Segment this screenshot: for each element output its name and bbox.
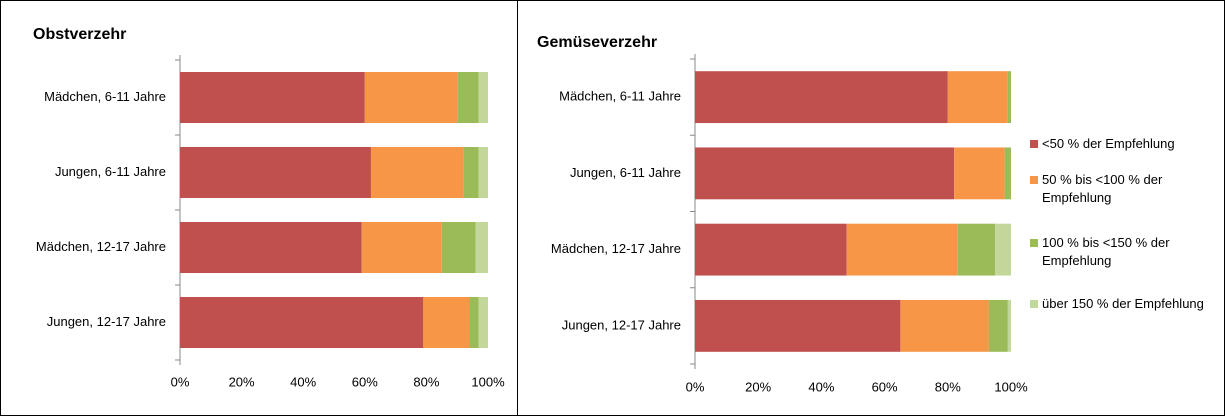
y-tick-label: Mädchen, 12-17 Jahre xyxy=(551,241,681,256)
x-tick-label: 40% xyxy=(290,374,316,389)
y-tick-label: Jungen, 6-11 Jahre xyxy=(570,165,681,180)
bar-segment xyxy=(900,299,989,352)
bar-segment xyxy=(180,72,365,123)
bar-segment xyxy=(695,223,847,276)
bar-segment xyxy=(180,222,362,273)
bar-segment xyxy=(457,72,479,123)
legend-item: 50 % bis <100 % der Empfehlung xyxy=(1028,171,1223,207)
bar-segment xyxy=(957,223,996,276)
bar-segment xyxy=(478,147,488,198)
bar-segment xyxy=(1007,299,1011,352)
bar-segment xyxy=(478,72,488,123)
x-tick-label: 100% xyxy=(994,379,1028,394)
bar-segment xyxy=(463,147,479,198)
legend-label: 50 % bis <100 % der Empfehlung xyxy=(1042,172,1163,205)
legend-swatch xyxy=(1030,239,1038,247)
bar-segment xyxy=(469,297,479,348)
legend-item: <50 % der Empfehlung xyxy=(1028,135,1223,153)
y-tick-label: Jungen, 12-17 Jahre xyxy=(47,314,166,329)
legend-item: über 150 % der Empfehlung xyxy=(1028,295,1223,313)
legend-swatch xyxy=(1030,300,1038,308)
x-tick-label: 20% xyxy=(229,374,255,389)
y-tick-label: Jungen, 12-17 Jahre xyxy=(562,317,681,332)
bar-segment xyxy=(695,147,955,200)
bar-segment xyxy=(370,147,464,198)
bar-segment xyxy=(988,299,1008,352)
bar-segment xyxy=(954,147,1005,200)
y-tick-label: Mädchen, 6-11 Jahre xyxy=(44,89,166,104)
bar-segment xyxy=(441,222,476,273)
bar-segment xyxy=(364,72,458,123)
x-tick-label: 80% xyxy=(935,379,961,394)
bar-segment xyxy=(180,147,371,198)
x-tick-label: 60% xyxy=(352,374,378,389)
legend-label: über 150 % der Empfehlung xyxy=(1042,296,1204,311)
legend: <50 % der Empfehlung 50 % bis <100 % der … xyxy=(1028,135,1223,313)
panel-border xyxy=(0,0,518,416)
x-tick-label: 100% xyxy=(471,374,505,389)
legend-swatch xyxy=(1030,176,1038,184)
bar-segment xyxy=(846,223,958,276)
chart-title: Gemüseverzehr xyxy=(537,34,657,51)
bar-segment xyxy=(695,299,901,352)
y-tick-label: Mädchen, 12-17 Jahre xyxy=(36,239,166,254)
x-tick-label: 60% xyxy=(872,379,898,394)
bar-segment xyxy=(695,71,948,124)
x-tick-label: 0% xyxy=(171,374,190,389)
bar-segment xyxy=(361,222,442,273)
x-tick-label: 40% xyxy=(808,379,834,394)
bar-segment xyxy=(1007,71,1011,124)
legend-item: 100 % bis <150 % der Empfehlung xyxy=(1028,234,1223,270)
bar-segment xyxy=(478,297,488,348)
bar-segment xyxy=(475,222,488,273)
bar-segment xyxy=(1004,147,1011,200)
x-tick-label: 20% xyxy=(745,379,771,394)
x-tick-label: 80% xyxy=(413,374,439,389)
bar-segment xyxy=(423,297,470,348)
legend-label: 100 % bis <150 % der Empfehlung xyxy=(1042,235,1170,268)
y-tick-label: Mädchen, 6-11 Jahre xyxy=(559,89,681,104)
chart-title: Obstverzehr xyxy=(33,26,126,43)
y-tick-label: Jungen, 6-11 Jahre xyxy=(55,164,166,179)
bar-segment xyxy=(180,297,424,348)
legend-swatch xyxy=(1030,140,1038,148)
x-tick-label: 0% xyxy=(686,379,705,394)
bar-segment xyxy=(995,223,1011,276)
bar-segment xyxy=(947,71,1008,124)
legend-label: <50 % der Empfehlung xyxy=(1042,136,1175,151)
